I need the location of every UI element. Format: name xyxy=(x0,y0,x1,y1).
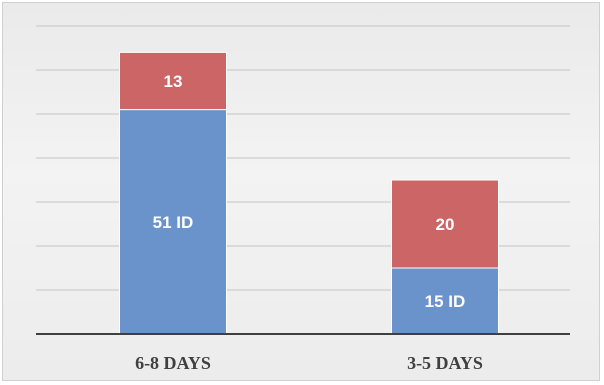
data-label: 51 ID xyxy=(153,213,194,232)
category-label: 3-5 DAYS xyxy=(407,353,483,373)
bar-segment xyxy=(119,51,227,111)
bar-segment xyxy=(391,267,499,335)
bar-segment xyxy=(119,109,227,335)
data-label: 13 xyxy=(164,72,183,91)
chart-area xyxy=(2,2,600,381)
data-label: 20 xyxy=(436,215,455,234)
data-label: 15 ID xyxy=(425,292,466,311)
category-label: 6-8 DAYS xyxy=(135,353,211,373)
bar-segment xyxy=(391,179,499,269)
